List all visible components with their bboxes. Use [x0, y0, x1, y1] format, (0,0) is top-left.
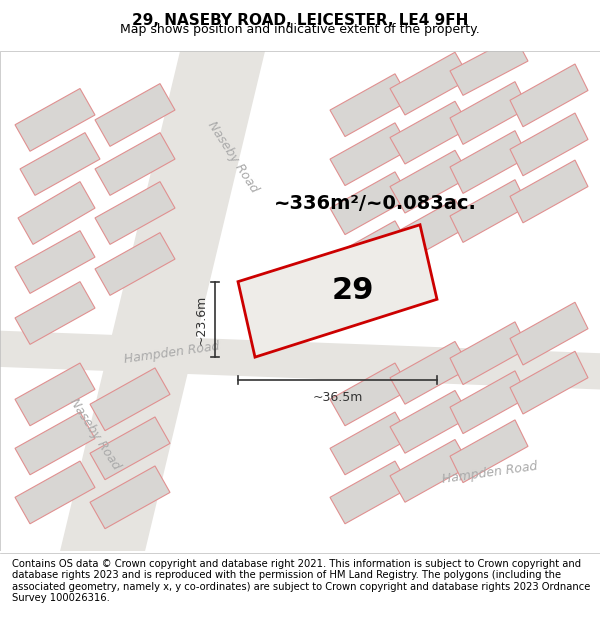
Polygon shape	[510, 113, 588, 176]
Polygon shape	[0, 331, 600, 389]
Text: Hampden Road: Hampden Road	[124, 340, 221, 366]
Polygon shape	[330, 74, 410, 136]
Polygon shape	[450, 179, 528, 243]
Polygon shape	[510, 351, 588, 414]
Polygon shape	[95, 182, 175, 244]
Polygon shape	[450, 322, 528, 384]
Polygon shape	[450, 82, 528, 144]
Polygon shape	[238, 225, 437, 357]
Polygon shape	[90, 368, 170, 431]
Polygon shape	[450, 36, 528, 96]
Polygon shape	[15, 461, 95, 524]
Polygon shape	[15, 412, 95, 475]
Polygon shape	[390, 439, 470, 503]
Polygon shape	[390, 52, 470, 115]
Polygon shape	[18, 182, 95, 244]
Polygon shape	[330, 363, 410, 426]
Polygon shape	[90, 417, 170, 479]
Text: ~36.5m: ~36.5m	[313, 391, 362, 404]
Polygon shape	[390, 199, 470, 262]
Text: 29, NASEBY ROAD, LEICESTER, LE4 9FH: 29, NASEBY ROAD, LEICESTER, LE4 9FH	[132, 12, 468, 28]
Text: Contains OS data © Crown copyright and database right 2021. This information is : Contains OS data © Crown copyright and d…	[12, 559, 590, 603]
Polygon shape	[510, 64, 588, 127]
Polygon shape	[390, 391, 470, 453]
Text: ~336m²/~0.083ac.: ~336m²/~0.083ac.	[274, 194, 476, 213]
Polygon shape	[390, 101, 470, 164]
Text: Naseby Road: Naseby Road	[205, 119, 261, 195]
Polygon shape	[330, 123, 410, 186]
Polygon shape	[450, 371, 528, 434]
Polygon shape	[15, 231, 95, 293]
Text: ~23.6m: ~23.6m	[194, 294, 208, 344]
Text: 29: 29	[331, 276, 374, 305]
Polygon shape	[15, 282, 95, 344]
Text: Hampden Road: Hampden Road	[442, 459, 539, 486]
Polygon shape	[330, 461, 410, 524]
Polygon shape	[330, 221, 410, 284]
Polygon shape	[330, 412, 410, 475]
Polygon shape	[15, 89, 95, 151]
Polygon shape	[95, 132, 175, 196]
Polygon shape	[510, 160, 588, 223]
Polygon shape	[510, 302, 588, 365]
Polygon shape	[95, 232, 175, 296]
Polygon shape	[95, 84, 175, 146]
Polygon shape	[60, 51, 265, 551]
Text: Naseby Road: Naseby Road	[67, 396, 123, 472]
Polygon shape	[20, 132, 100, 196]
Polygon shape	[390, 341, 470, 404]
Polygon shape	[450, 131, 528, 193]
Polygon shape	[330, 172, 410, 234]
Text: Map shows position and indicative extent of the property.: Map shows position and indicative extent…	[120, 23, 480, 36]
Polygon shape	[390, 150, 470, 213]
Polygon shape	[15, 363, 95, 426]
Polygon shape	[90, 466, 170, 529]
Polygon shape	[450, 420, 528, 482]
